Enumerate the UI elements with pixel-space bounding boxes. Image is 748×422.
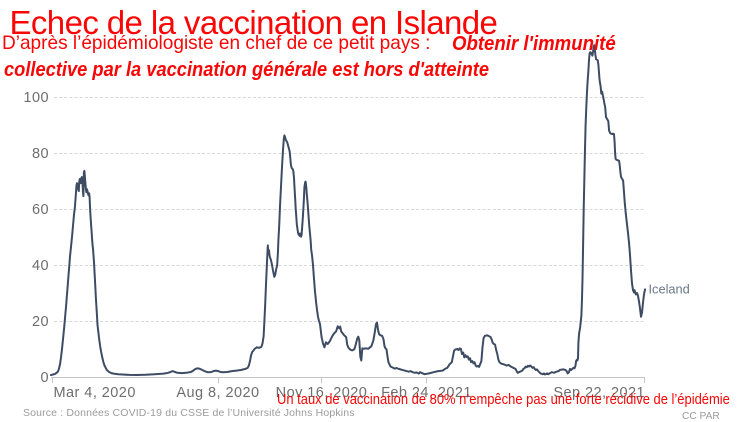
svg-text:60: 60 [32,202,49,218]
svg-text:0: 0 [40,370,49,386]
svg-text:Mar 4, 2020: Mar 4, 2020 [54,385,136,401]
svg-text:80: 80 [32,146,49,162]
svg-text:100: 100 [23,90,49,106]
svg-text:Iceland: Iceland [649,282,690,297]
svg-text:Nov 16, 2020: Nov 16, 2020 [276,385,368,401]
svg-text:Feb 24, 2021: Feb 24, 2021 [381,385,472,401]
svg-text:40: 40 [32,258,49,274]
svg-text:Sep 22, 2021: Sep 22, 2021 [553,385,645,401]
svg-text:20: 20 [32,314,49,330]
svg-text:Aug 8, 2020: Aug 8, 2020 [176,385,259,401]
